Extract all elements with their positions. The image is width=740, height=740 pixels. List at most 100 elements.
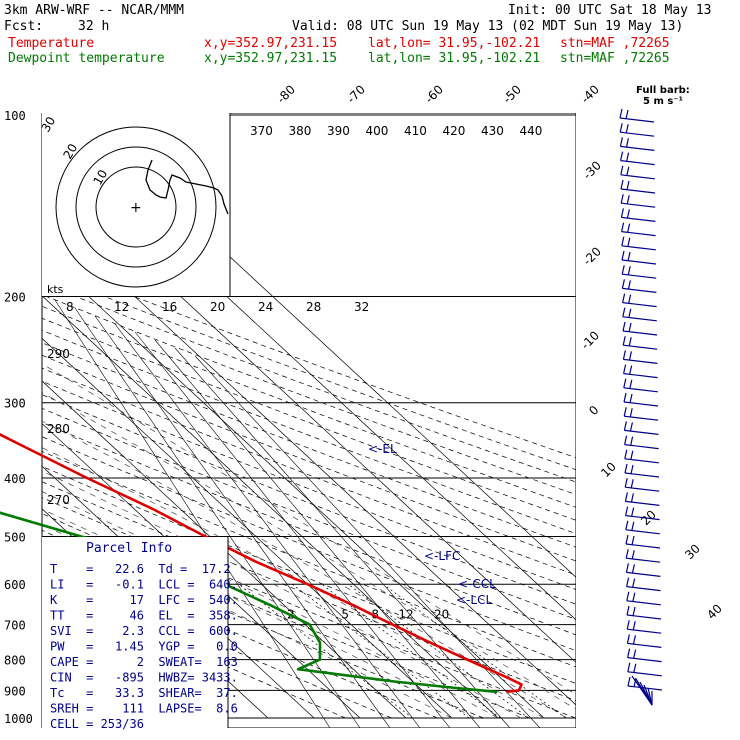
temperature-legend: Temperature [8, 36, 95, 51]
valid-time: Valid: 08 UTC Sun 19 May 13 (02 MDT Sun … [292, 19, 684, 34]
wind-barb-flag [622, 307, 626, 317]
dewpoint-legend: Dewpoint temperature [8, 51, 165, 66]
isotherm-label: -40 [578, 82, 602, 106]
dry-adiabat-line [42, 342, 576, 548]
parcel-info-row: CELL = 253/36 [50, 717, 144, 731]
dewpoint-station: stn=MAF ,72265 [560, 51, 670, 66]
wind-barb [623, 358, 658, 364]
wind-barb-flag [627, 280, 631, 290]
parcel-info-row: T = 22.6 Td = 17.2 [50, 562, 231, 576]
wind-barb-flag [631, 564, 635, 574]
wind-barb [627, 642, 662, 648]
parcel-info-panel: Parcel Info T = 22.6 Td = 17.2 LI = -0.1 … [42, 537, 238, 731]
hodograph-speed-label: 28 [306, 300, 321, 314]
wind-barb-flag [625, 124, 629, 134]
parcel-info-title: Parcel Info [86, 541, 172, 556]
isotherm-line [42, 295, 499, 719]
moist-adiabat-line [42, 420, 568, 719]
wind-barb-flag [628, 337, 632, 347]
isotherm-label: -30 [580, 158, 604, 182]
wind-barb-flag [628, 294, 632, 304]
wind-barb-flag [630, 436, 634, 446]
diagonal-line [94, 315, 391, 728]
wind-barb-flag [621, 236, 625, 246]
dry-adiabat-line [42, 260, 576, 459]
isotherm-line [42, 423, 361, 719]
mixing-ratio-label: 5 [341, 608, 349, 622]
wind-barb-flag [632, 578, 636, 588]
pressure-tick-label: 700 [4, 619, 26, 633]
wind-barb [627, 628, 662, 634]
isotherm-label: 30 [682, 541, 703, 562]
wind-barb-flag [619, 123, 623, 133]
hodograph-ring-20 [75, 146, 197, 268]
wind-barb-flag [623, 364, 627, 374]
parcel-info-row: SREH = 111 LAPSE= 8.6 [50, 702, 238, 716]
forecast-hours: 32 h [78, 19, 110, 34]
moist-adiabat-line [42, 447, 545, 719]
wind-barb-flag [624, 478, 628, 488]
wind-barb-flag [625, 138, 629, 148]
diagonal-line [114, 323, 421, 728]
forecast-label: Fcst: [4, 19, 44, 34]
wind-barb [621, 202, 656, 208]
wind-barb [627, 657, 662, 663]
wind-barb [624, 472, 660, 478]
hodograph-ring-label: 30 [38, 114, 58, 134]
wind-barb [626, 600, 661, 606]
wind-barb-flag [628, 322, 632, 333]
wind-barb-flag [624, 435, 628, 445]
wind-barb-flag [631, 535, 635, 546]
barb-legend-line1: Full barb: [636, 85, 690, 96]
profile-series [0, 433, 523, 694]
init-time: Init: 00 UTC Sat 18 May 13 [508, 3, 712, 18]
wind-barb [620, 160, 655, 166]
height-label: 290 [47, 347, 70, 361]
wind-barb-flag [626, 605, 630, 616]
wind-barb [623, 387, 658, 393]
wind-barb-flag [632, 592, 636, 602]
wind-barb-flag [627, 648, 631, 658]
wind-barb [622, 302, 657, 308]
wind-barb-flag [633, 663, 637, 673]
temperature-xy: x,y=352.97,231.15 [204, 36, 338, 51]
wind-barb-flag [622, 350, 626, 360]
wind-barb-flag [628, 351, 632, 361]
wind-barb-flag [632, 635, 636, 645]
wind-barb [624, 429, 659, 435]
hodograph-trace [145, 159, 229, 215]
temperature-latlon: lat,lon= 31.95,-102.21 [368, 36, 541, 51]
wind-barb-flag [625, 506, 629, 516]
wind-barb-flag [626, 195, 630, 205]
parcel-info-row: SVI = 2.3 CCL = 600. [50, 624, 238, 638]
parcel-info-row: CAPE = 2 SWEAT= 163 [50, 655, 238, 669]
diagonal-line [74, 307, 361, 728]
wind-barb-flag [626, 634, 630, 644]
wind-barb-flag [630, 450, 634, 460]
barb-legend-line2: 5 m s⁻¹ [643, 96, 683, 107]
wind-barb [622, 287, 657, 293]
wind-barb-flag [621, 279, 625, 289]
wind-barb-flag [631, 550, 635, 560]
wind-barb-flag [629, 422, 633, 432]
wind-barb-flag [625, 109, 629, 120]
pressure-tick-label: 600 [4, 578, 26, 592]
temperature-station: stn=MAF ,72265 [560, 36, 670, 51]
wind-barb-flag [621, 250, 625, 261]
dewpoint-latlon: lat,lon= 31.95,-102.21 [368, 51, 541, 66]
wind-barb-flag [627, 662, 631, 672]
hodograph-center-icon: + [130, 200, 142, 216]
dry-adiabat-line [42, 436, 576, 652]
mixing-ratio-line [347, 583, 529, 719]
wind-barb [622, 273, 657, 279]
diagonal-line [174, 347, 511, 728]
wind-barb [620, 131, 655, 137]
dry-adiabat-line [42, 394, 576, 605]
wind-barb-flag [620, 165, 624, 175]
wind-barb-flag [626, 180, 630, 191]
wind-barb-flag [633, 649, 637, 659]
wind-barb-flag [623, 407, 627, 417]
dry-adiabat-line [42, 317, 576, 521]
pressure-tick-label: 300 [4, 397, 26, 411]
wind-barb-flag [629, 393, 633, 404]
